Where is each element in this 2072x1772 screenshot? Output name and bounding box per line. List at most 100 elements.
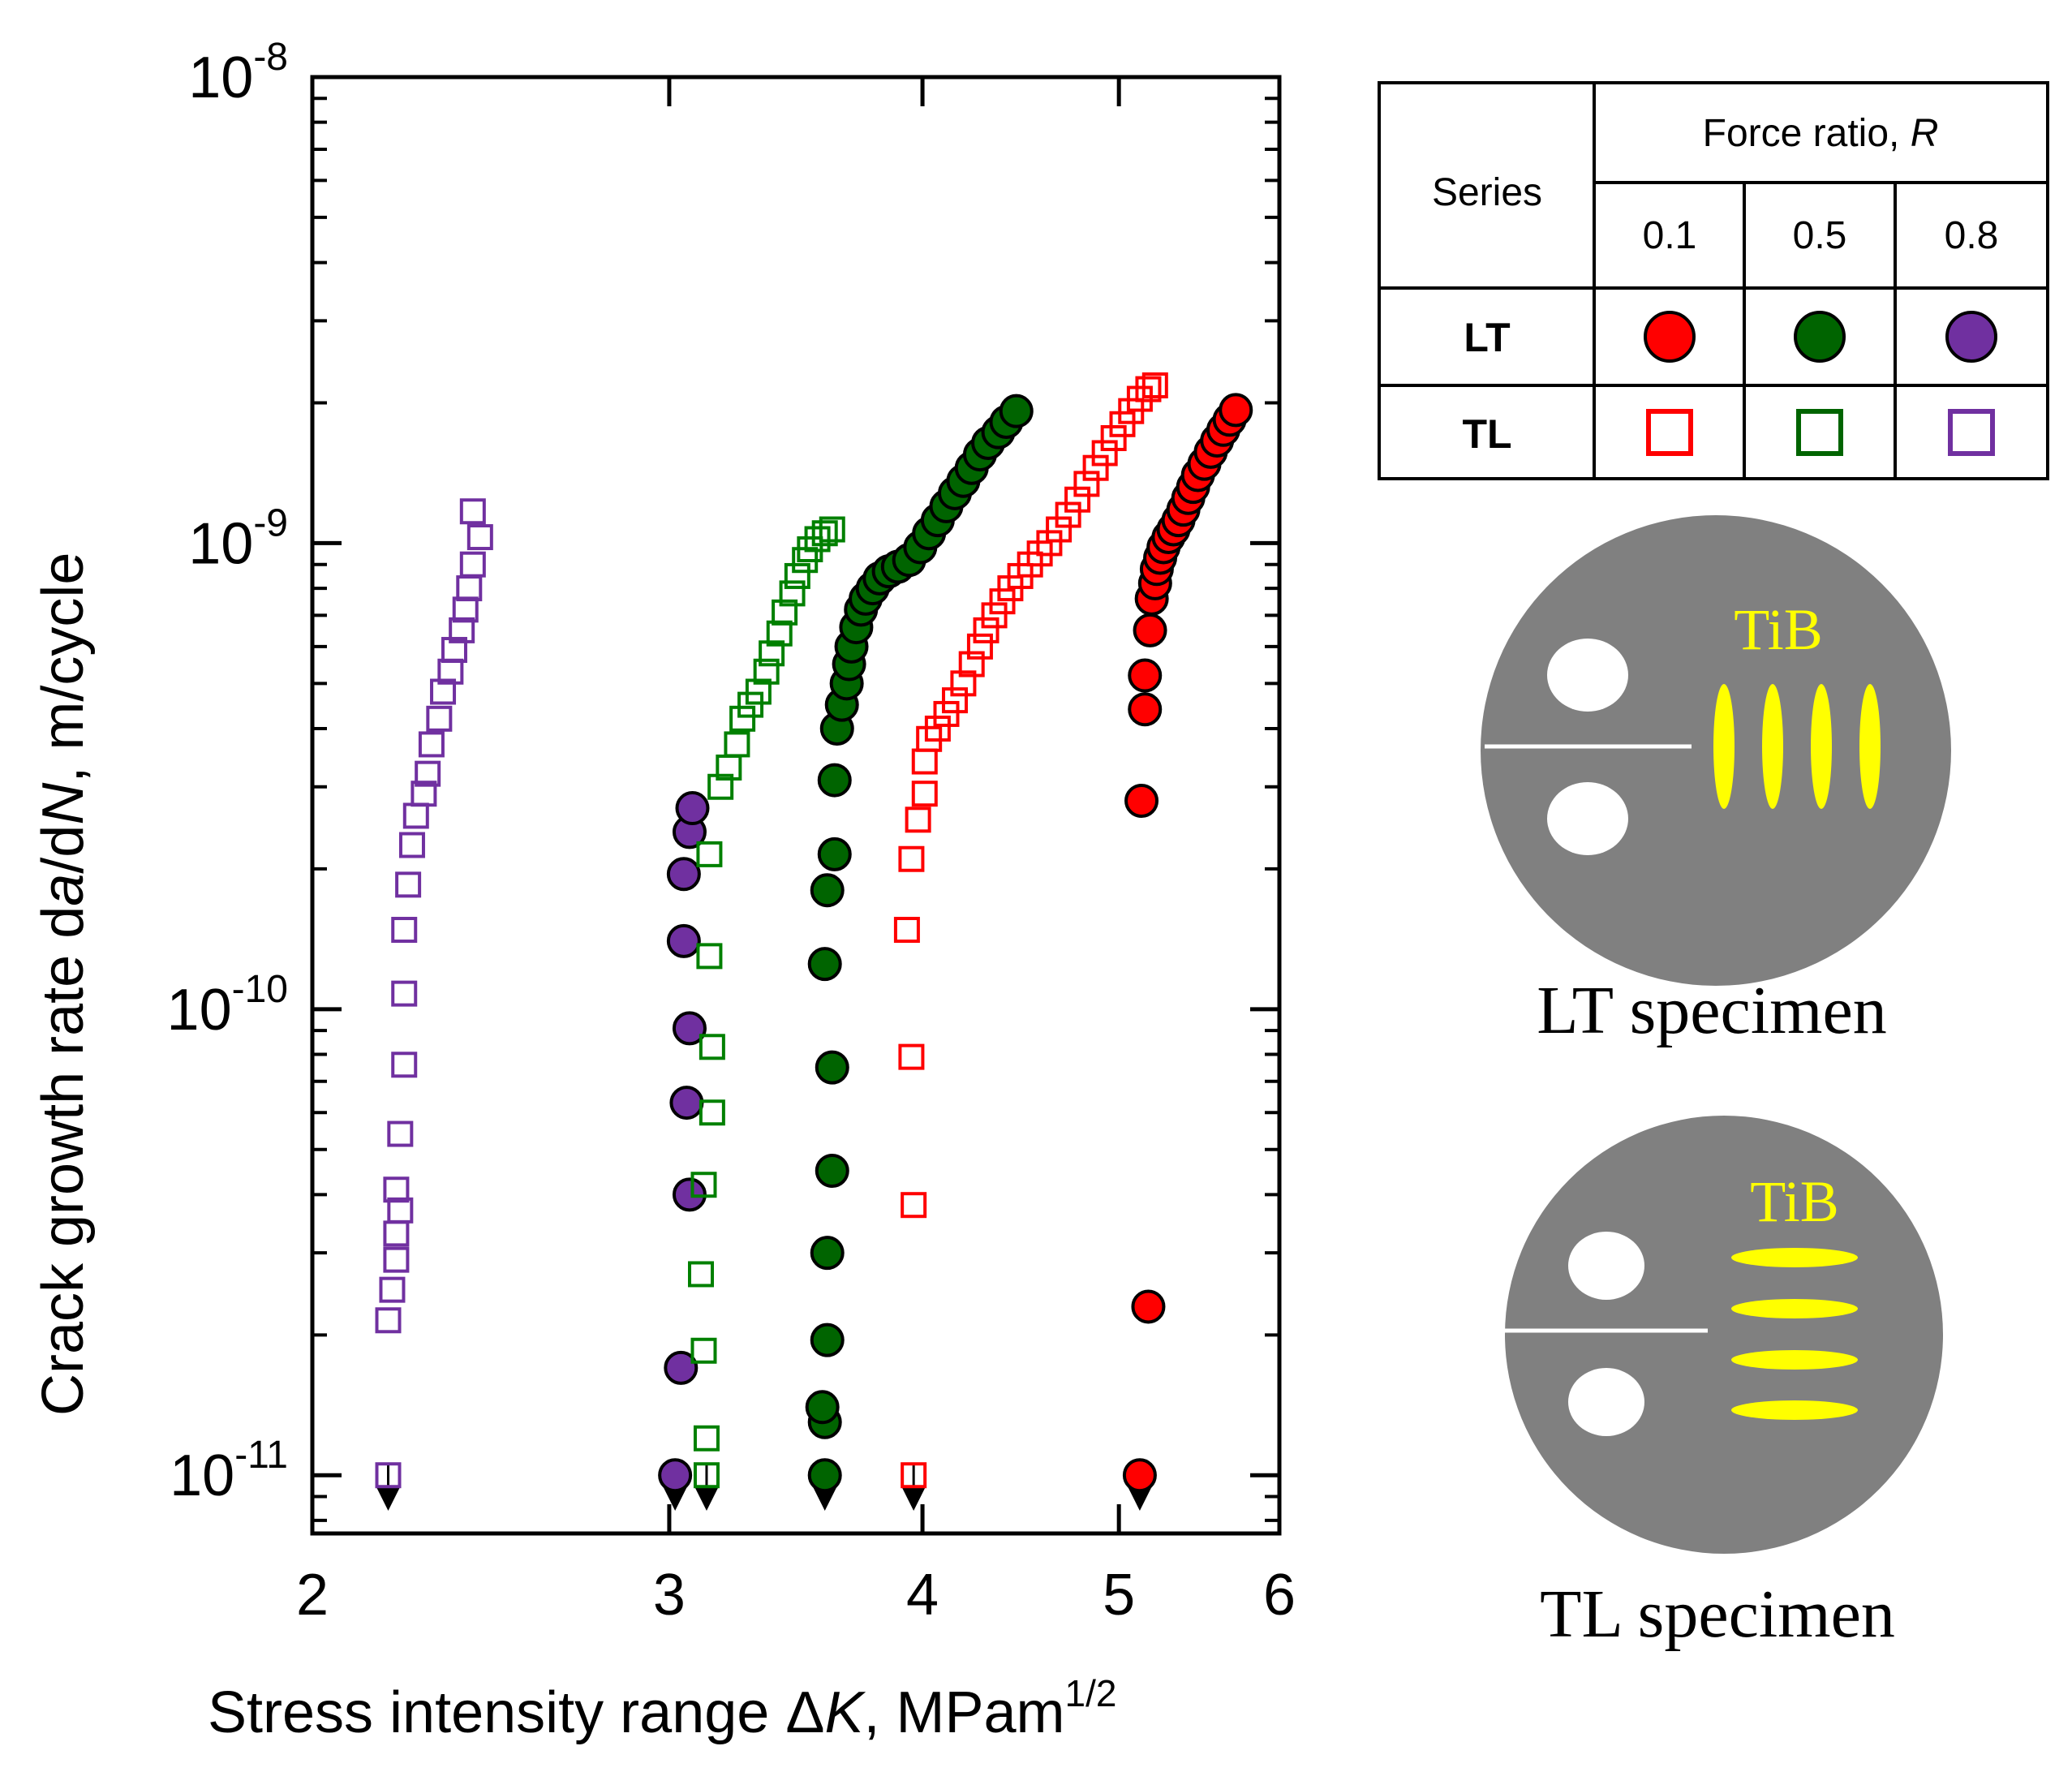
data-point xyxy=(1141,372,1168,398)
tl-tib-label: TiB xyxy=(1750,1169,1838,1234)
data-point xyxy=(905,806,931,833)
data-point xyxy=(981,602,1008,629)
legend-r-value: 0.1 xyxy=(1643,214,1697,257)
data-point xyxy=(466,524,493,551)
legend-force-ratio-symbol: R xyxy=(1911,112,1939,155)
data-point xyxy=(391,917,418,944)
data-point xyxy=(699,1034,725,1060)
y-tick-label: 10-8 xyxy=(188,36,288,110)
lt-specimen-hole-top xyxy=(1547,639,1628,712)
data-point xyxy=(402,802,429,829)
legend-r-value: 0.5 xyxy=(1793,214,1847,257)
legend-force-ratio-text: Force ratio, xyxy=(1703,112,1911,155)
data-point xyxy=(375,1307,402,1334)
data-point xyxy=(1055,501,1081,528)
data-point xyxy=(696,943,723,970)
data-point xyxy=(690,1337,717,1364)
data-points xyxy=(375,372,1253,1493)
lt-tib-particle xyxy=(1859,684,1881,809)
data-point xyxy=(693,1425,720,1452)
x-axis-label-delta: Δ xyxy=(785,1680,824,1745)
data-point xyxy=(383,1220,410,1247)
legend-marker-lt-r05 xyxy=(1794,311,1846,363)
data-point xyxy=(772,599,798,626)
tl-tib-particle xyxy=(1731,1248,1858,1267)
y-axis-label-unit: , m/cycle xyxy=(31,553,96,783)
series-lt-r08 xyxy=(658,791,710,1493)
data-point xyxy=(989,588,1016,615)
data-point xyxy=(804,526,831,553)
legend-marker-lt-r01 xyxy=(1644,311,1696,363)
data-point xyxy=(807,1458,842,1493)
y-tick-label-base: 10 xyxy=(188,45,253,110)
lt-tib-particle xyxy=(1762,684,1783,809)
data-point xyxy=(415,760,441,787)
x-axis-label-exp: 1/2 xyxy=(1065,1672,1117,1714)
data-point xyxy=(817,763,852,798)
legend-marker-tl-r08 xyxy=(1948,409,1995,456)
data-point xyxy=(729,705,756,732)
data-point xyxy=(1128,658,1163,693)
data-point xyxy=(707,773,734,800)
x-tick-label: 2 xyxy=(296,1563,329,1628)
y-tick-label-exp: -10 xyxy=(232,968,288,1011)
legend-series-header: Series xyxy=(1432,171,1542,214)
tl-specimen-diagram: TiB xyxy=(1505,1116,1943,1554)
data-point xyxy=(1126,385,1153,412)
data-point xyxy=(418,731,445,758)
legend-force-ratio-header: Force ratio, R xyxy=(1703,112,1939,155)
data-point xyxy=(810,873,845,908)
y-tick-label-base: 10 xyxy=(170,1443,234,1508)
data-point xyxy=(901,1192,927,1219)
threshold-arrow-head xyxy=(663,1486,688,1511)
data-point xyxy=(693,1462,720,1489)
data-point xyxy=(745,678,772,705)
data-point xyxy=(666,923,701,958)
data-point xyxy=(759,640,785,667)
data-point xyxy=(893,917,920,944)
tl-specimen-hole-top xyxy=(1568,1232,1644,1300)
x-tick-label: 6 xyxy=(1263,1563,1296,1628)
data-point xyxy=(950,670,977,697)
data-point xyxy=(817,837,852,871)
series-lt-r01 xyxy=(1122,393,1253,1493)
legend-row-label-tl: TL xyxy=(1462,411,1511,457)
data-point xyxy=(387,1120,414,1147)
data-point xyxy=(811,520,838,547)
y-tick-label-base: 10 xyxy=(167,978,232,1043)
x-axis-label-k: K xyxy=(824,1680,866,1745)
data-point xyxy=(379,1276,406,1303)
legend-marker-lt-r08 xyxy=(1945,311,1997,363)
legend-r-value: 0.8 xyxy=(1945,214,1999,257)
x-tick-label: 3 xyxy=(653,1563,686,1628)
data-point xyxy=(395,871,422,898)
data-point xyxy=(688,1261,715,1288)
data-point xyxy=(699,1099,725,1126)
x-axis-label: Stress intensity range ΔK, MPam1/2 xyxy=(208,1672,1116,1745)
lt-specimen-hole-bottom xyxy=(1547,782,1628,855)
y-tick-label-exp: -9 xyxy=(253,501,288,544)
data-point xyxy=(924,715,951,742)
data-point xyxy=(411,781,437,807)
legend-row-label-lt: LT xyxy=(1464,315,1510,360)
data-point xyxy=(1128,692,1163,727)
data-point xyxy=(1109,411,1136,437)
y-tick-label: 10-9 xyxy=(188,501,288,576)
legend-table xyxy=(1378,81,2049,480)
data-point xyxy=(1131,1289,1166,1324)
y-axis-label-n: N xyxy=(31,782,96,825)
legend-marker-tl-r05 xyxy=(1796,409,1843,456)
data-point xyxy=(942,687,969,714)
data-point xyxy=(1124,783,1159,818)
threshold-arrow-head xyxy=(812,1486,837,1511)
data-point xyxy=(459,551,486,578)
data-point xyxy=(664,1350,699,1385)
y-axis-label-a: a xyxy=(31,874,96,906)
data-point xyxy=(737,691,764,718)
lt-tib-particle xyxy=(1811,684,1832,809)
data-point xyxy=(1135,376,1162,402)
data-point xyxy=(815,1050,849,1085)
tl-specimen-disk xyxy=(1505,1116,1943,1554)
data-point xyxy=(1073,471,1100,497)
